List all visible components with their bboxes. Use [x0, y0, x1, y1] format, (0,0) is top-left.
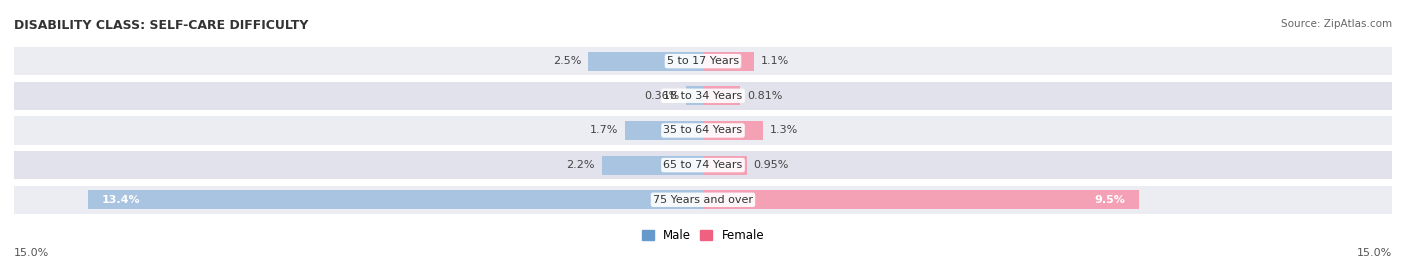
Text: 75 Years and over: 75 Years and over: [652, 195, 754, 205]
Legend: Male, Female: Male, Female: [637, 225, 769, 247]
Bar: [14, 82, 1392, 110]
Text: 18 to 34 Years: 18 to 34 Years: [664, 91, 742, 101]
Text: 1.1%: 1.1%: [761, 56, 789, 66]
Text: 2.5%: 2.5%: [553, 56, 581, 66]
Text: 15.0%: 15.0%: [1357, 248, 1392, 258]
Bar: [703, 190, 1139, 209]
Bar: [14, 186, 1392, 214]
Bar: [703, 121, 762, 140]
Bar: [686, 86, 703, 105]
Bar: [14, 116, 1392, 145]
Text: Source: ZipAtlas.com: Source: ZipAtlas.com: [1281, 19, 1392, 29]
Bar: [703, 155, 747, 175]
Text: 65 to 74 Years: 65 to 74 Years: [664, 160, 742, 170]
Text: 0.36%: 0.36%: [644, 91, 679, 101]
Text: 1.3%: 1.3%: [769, 125, 797, 136]
Bar: [602, 155, 703, 175]
Text: 15.0%: 15.0%: [14, 248, 49, 258]
Bar: [588, 52, 703, 71]
Text: DISABILITY CLASS: SELF-CARE DIFFICULTY: DISABILITY CLASS: SELF-CARE DIFFICULTY: [14, 19, 308, 32]
Text: 2.2%: 2.2%: [567, 160, 595, 170]
Bar: [624, 121, 703, 140]
Text: 35 to 64 Years: 35 to 64 Years: [664, 125, 742, 136]
Bar: [87, 190, 703, 209]
Bar: [14, 151, 1392, 179]
Bar: [14, 47, 1392, 75]
Text: 5 to 17 Years: 5 to 17 Years: [666, 56, 740, 66]
Bar: [703, 86, 740, 105]
Text: 0.81%: 0.81%: [747, 91, 783, 101]
Text: 13.4%: 13.4%: [101, 195, 141, 205]
Bar: [703, 52, 754, 71]
Text: 0.95%: 0.95%: [754, 160, 789, 170]
Text: 9.5%: 9.5%: [1095, 195, 1126, 205]
Text: 1.7%: 1.7%: [589, 125, 619, 136]
